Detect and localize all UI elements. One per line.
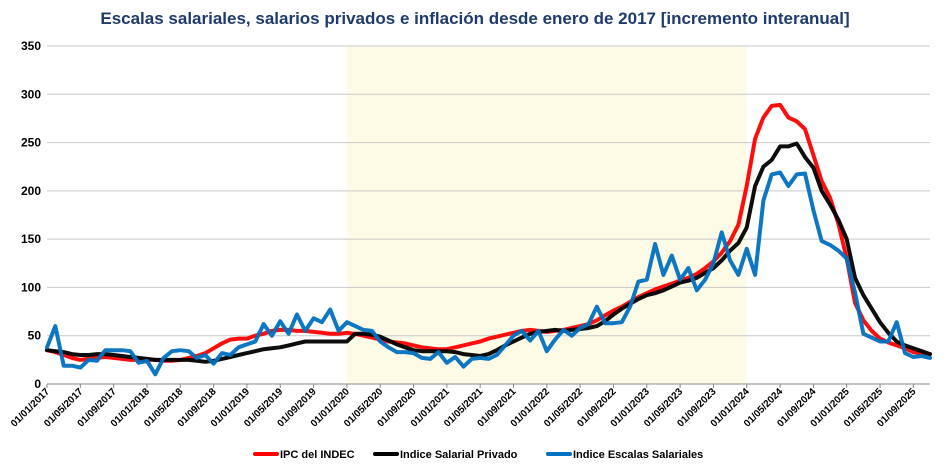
shaded-period [346,46,747,384]
series-line-indice-salarial-privado [45,141,932,364]
series-line-indice-escalas-salariales [45,170,932,377]
y-tick-label: 0 [34,377,41,391]
y-tick-label: 200 [21,184,41,198]
y-tick-label: 150 [21,232,41,246]
chart-title: Escalas salariales, salarios privados e … [100,9,849,28]
x-axis-ticks: 01/01/201701/05/201701/09/201701/01/2018… [9,384,919,430]
y-tick-label: 100 [21,280,41,294]
legend: IPC del INDEC Indice Salarial Privado Indi… [253,449,703,461]
y-tick-label: 50 [28,329,42,343]
legend-label: Indice Salarial Privado [400,449,518,461]
y-axis-ticks: 0 50 100 150 200 250 300 350 [21,39,41,391]
series-lines [45,102,932,377]
y-tick-label: 300 [21,87,41,101]
legend-label: Indice Escalas Salariales [573,449,703,461]
y-tick-label: 250 [21,136,41,150]
gridlines [47,45,930,337]
legend-label: IPC del INDEC [280,449,355,461]
y-tick-label: 350 [21,39,41,53]
